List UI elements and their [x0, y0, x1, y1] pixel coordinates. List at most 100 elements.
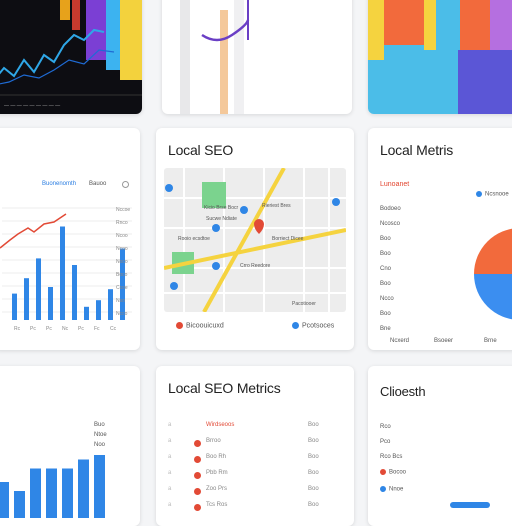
row-marker: a	[168, 502, 172, 508]
bar-line-chart: Nccoe Rnco Ncoo Ncoo Noco Boco Ccoe Nso Ncco Rc Pc…	[0, 207, 132, 332]
label: Ntoe	[94, 432, 107, 438]
legend-dot[interactable]	[122, 181, 129, 188]
table-row[interactable]: a Boo Rh Boo	[164, 454, 346, 466]
card-title: Clioesth	[380, 384, 426, 399]
row-label: Boo Rh	[206, 454, 227, 460]
x-tick: Cc	[110, 326, 117, 332]
map-graphic	[164, 168, 346, 312]
left-chart-card: Buonenomth Bauoo Nccoe Rnco Ncoo Ncoo Noco Bo…	[0, 128, 140, 350]
red-dot-icon	[176, 322, 183, 329]
stock-chart-graphic: — — — — — — — — —	[0, 0, 142, 109]
axis-tick: Nccoe	[116, 207, 130, 213]
bar	[96, 300, 101, 320]
top-left-chart-card: — — — — — — — — —	[0, 0, 142, 114]
table-row[interactable]: a Tcs Ros Boo	[164, 502, 346, 514]
map-label: Pacotiooer	[292, 301, 316, 307]
row-value: Boo	[308, 486, 319, 492]
bar-chart	[0, 455, 105, 518]
axis-label: Bodoeo	[380, 206, 401, 212]
blue-dot-icon	[380, 486, 386, 492]
table-row[interactable]: a Pbb Rm Boo	[164, 470, 346, 482]
row-marker: a	[168, 454, 172, 460]
seo-metrics-table-card: Local SEO Metrics a Wirdseoos Boo a Brroo Boo…	[156, 366, 354, 526]
axis-label: Boo	[380, 311, 391, 317]
axis-tick: Rnco	[116, 220, 128, 226]
map-view[interactable]: Kicio Brse Bocr Rieriest Bres Sucwe Ndia…	[164, 168, 346, 312]
bar	[24, 278, 29, 320]
trend-line	[0, 213, 67, 249]
bar	[108, 289, 113, 320]
map-legend-left: Bicoouicuxd	[176, 322, 224, 329]
red-dot-icon	[380, 469, 386, 475]
growth-value: Nnoe	[380, 486, 403, 493]
status-dot-icon	[194, 456, 201, 463]
top-middle-card	[162, 0, 352, 114]
blue-dot-icon	[476, 191, 482, 197]
bar	[46, 468, 57, 518]
map-label: Rooio ecsdtoe	[178, 236, 210, 242]
status-dot-icon	[194, 440, 201, 447]
row-label: Tcs Ros	[206, 502, 228, 508]
card-title: Local SEO	[168, 142, 234, 158]
map-legend-right: Pcotsoces	[292, 322, 334, 329]
row-marker: a	[168, 470, 172, 476]
x-tick: Pc	[30, 326, 36, 332]
row-label: Wirdseoos	[206, 422, 235, 428]
axis-label: Boo	[380, 281, 391, 287]
bar	[60, 226, 65, 320]
legend-left: Lunoanet	[380, 181, 410, 188]
bar	[48, 287, 53, 320]
svg-text:— — — — — — — — —: — — — — — — — — —	[4, 103, 60, 109]
park-area	[202, 182, 226, 208]
table-row[interactable]: a Brroo Boo	[164, 438, 346, 450]
row-value: Boo	[308, 422, 319, 428]
status-dot-icon	[194, 424, 201, 431]
bar	[14, 491, 25, 518]
row-value: Boo	[308, 438, 319, 444]
bar	[12, 293, 17, 320]
x-tick: Nc	[62, 326, 69, 332]
pie-chart	[474, 228, 512, 320]
footer-label: Bsoeer	[434, 338, 454, 344]
growth-line: Rco Bcs	[380, 454, 403, 460]
row-marker: a	[168, 486, 172, 492]
location-pin-icon	[254, 219, 264, 234]
local-seo-map-card: Local SEO K	[156, 128, 354, 350]
axis-tick: Ncco	[116, 311, 128, 317]
bar	[36, 258, 41, 320]
growth-line: Rco	[380, 424, 391, 430]
x-tick: Pc	[78, 326, 84, 332]
growth-line: Pco	[380, 439, 391, 445]
table-row[interactable]: a Zoo Prs Boo	[164, 486, 346, 498]
axis-tick: Nso	[116, 298, 125, 304]
map-label: Rieriest Bres	[262, 203, 291, 209]
x-tick: Pc	[46, 326, 52, 332]
map-label: Sucwe Ndiate	[206, 216, 237, 222]
highway-road	[202, 168, 286, 312]
axis-label: Boo	[380, 251, 391, 257]
bar	[0, 482, 9, 518]
blue-dot-icon	[292, 322, 299, 329]
table-row[interactable]: a Wirdseoos Boo	[164, 422, 346, 434]
row-label: Pbb Rm	[206, 470, 228, 476]
x-tick: Fc	[94, 326, 100, 332]
axis-label: Cno	[380, 266, 392, 272]
top-middle-graphic	[180, 0, 250, 114]
footer-label: Brne	[484, 338, 497, 344]
bar	[62, 468, 73, 518]
local-metrics-card: Local Metris Lunoanet Ncsnooe Bodoeo Nco…	[368, 128, 512, 350]
axis-label: Boo	[380, 236, 391, 242]
axis-tick: Ncoo	[116, 246, 128, 252]
growth-card: Clioesth Rco Pco Rco Bcs Bocoo Nnoe	[368, 366, 512, 526]
row-label: Brroo	[206, 438, 221, 444]
top-right-graphic	[368, 0, 512, 114]
pie-slice	[474, 228, 512, 274]
status-dot-icon	[194, 488, 201, 495]
bar	[94, 455, 105, 518]
pie-slice	[474, 274, 512, 320]
row-marker: a	[168, 422, 172, 428]
footer-label: Ncxerd	[390, 338, 410, 344]
axis-tick: Ccoe	[116, 285, 128, 291]
row-value: Boo	[308, 470, 319, 476]
row-marker: a	[168, 438, 172, 444]
